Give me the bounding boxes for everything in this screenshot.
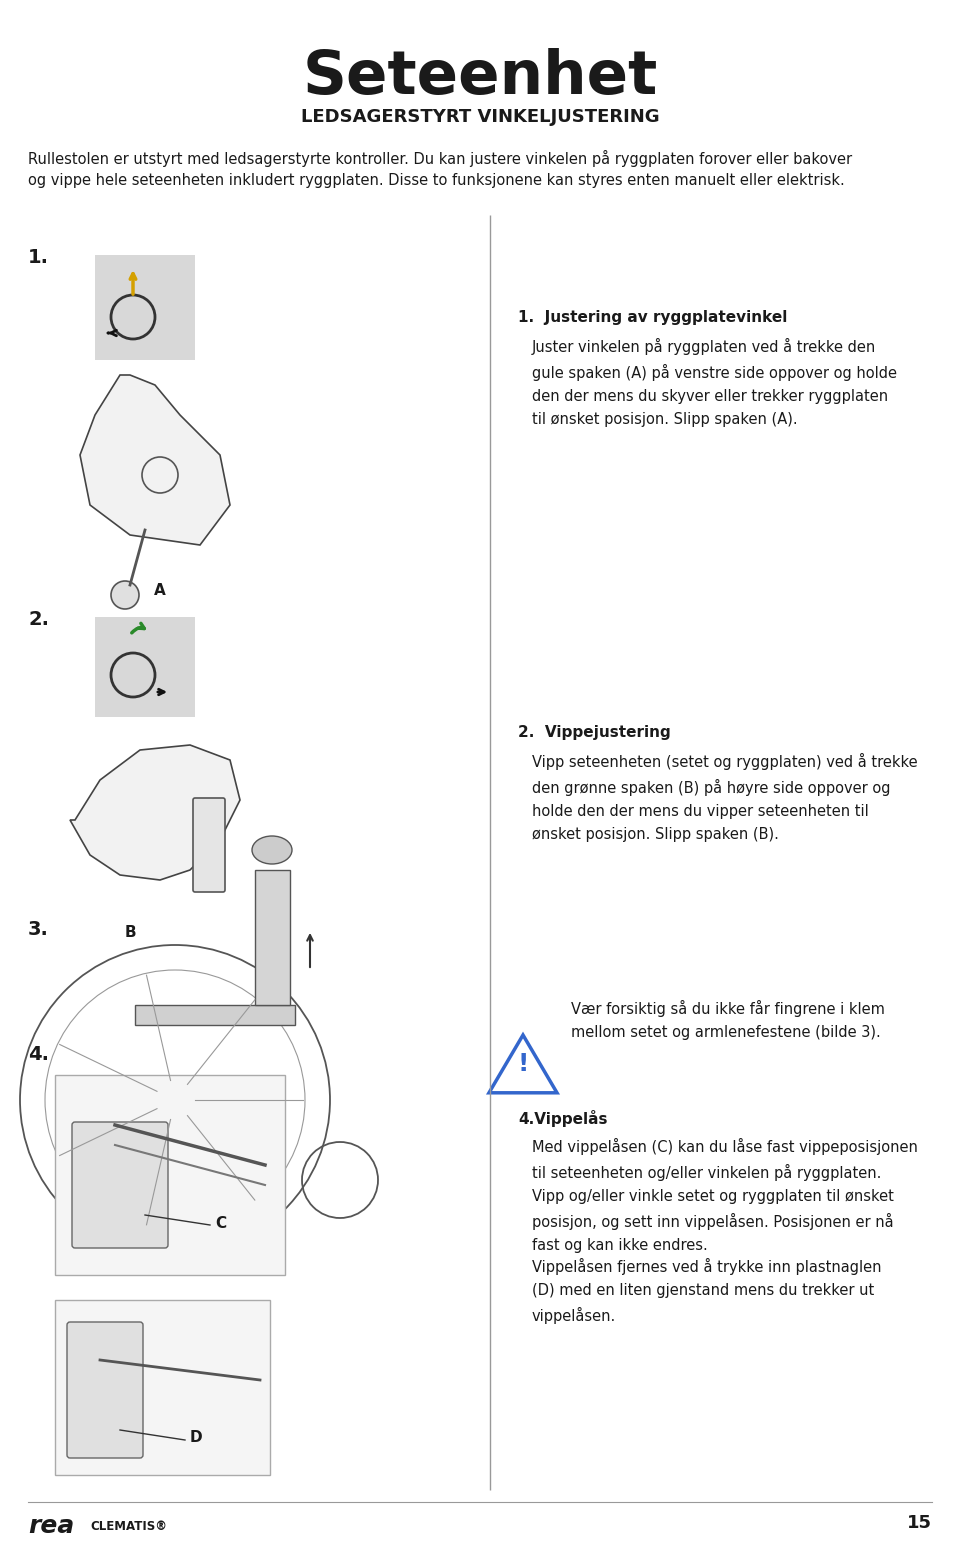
Ellipse shape xyxy=(252,835,292,863)
FancyBboxPatch shape xyxy=(95,617,195,718)
Text: Seteenhet: Seteenhet xyxy=(302,48,658,107)
Polygon shape xyxy=(135,1004,295,1025)
Text: 15: 15 xyxy=(907,1514,932,1531)
Text: 2.: 2. xyxy=(28,611,49,629)
Text: 1.: 1. xyxy=(28,248,49,267)
Text: 2.  Vippejustering: 2. Vippejustering xyxy=(518,725,671,739)
Text: D: D xyxy=(190,1431,203,1446)
Text: Vipp seteenheten (setet og ryggplaten) ved å trekke
den grønne spaken (B) på høy: Vipp seteenheten (setet og ryggplaten) v… xyxy=(532,753,918,842)
Polygon shape xyxy=(80,375,230,546)
FancyBboxPatch shape xyxy=(55,1300,270,1476)
Text: 4.: 4. xyxy=(28,1045,49,1063)
FancyBboxPatch shape xyxy=(95,256,195,360)
Text: B: B xyxy=(124,925,135,939)
Text: Med vippelåsen (C) kan du låse fast vippeposisjonen
til seteenheten og/eller vin: Med vippelåsen (C) kan du låse fast vipp… xyxy=(532,1138,918,1252)
Text: !: ! xyxy=(517,1052,529,1076)
Text: Juster vinkelen på ryggplaten ved å trekke den
gule spaken (A) på venstre side o: Juster vinkelen på ryggplaten ved å trek… xyxy=(532,338,897,426)
FancyBboxPatch shape xyxy=(67,1322,143,1459)
Text: LEDSAGERSTYRT VINKELJUSTERING: LEDSAGERSTYRT VINKELJUSTERING xyxy=(300,109,660,126)
Text: 3.: 3. xyxy=(28,921,49,939)
Polygon shape xyxy=(70,746,240,880)
FancyBboxPatch shape xyxy=(55,1076,285,1276)
Text: Vær forsiktig så du ikke får fingrene i klem
mellom setet og armlenefestene (bil: Vær forsiktig så du ikke får fingrene i … xyxy=(571,1000,885,1040)
Text: Rullestolen er utstyrt med ledsagerstyrte kontroller. Du kan justere vinkelen på: Rullestolen er utstyrt med ledsagerstyrt… xyxy=(28,150,852,188)
Text: Vippelåsen fjernes ved å trykke inn plastnaglen
(D) med en liten gjenstand mens : Vippelåsen fjernes ved å trykke inn plas… xyxy=(532,1259,881,1324)
Circle shape xyxy=(111,581,139,609)
Text: A: A xyxy=(155,583,166,598)
Text: rea: rea xyxy=(28,1514,74,1538)
FancyBboxPatch shape xyxy=(193,798,225,891)
FancyBboxPatch shape xyxy=(72,1122,168,1248)
Text: 1.  Justering av ryggplatevinkel: 1. Justering av ryggplatevinkel xyxy=(518,310,787,326)
Polygon shape xyxy=(255,870,290,1004)
Text: CLEMATIS®: CLEMATIS® xyxy=(90,1521,167,1533)
Text: 4.Vippelås: 4.Vippelås xyxy=(518,1110,608,1127)
Text: C: C xyxy=(215,1215,227,1231)
